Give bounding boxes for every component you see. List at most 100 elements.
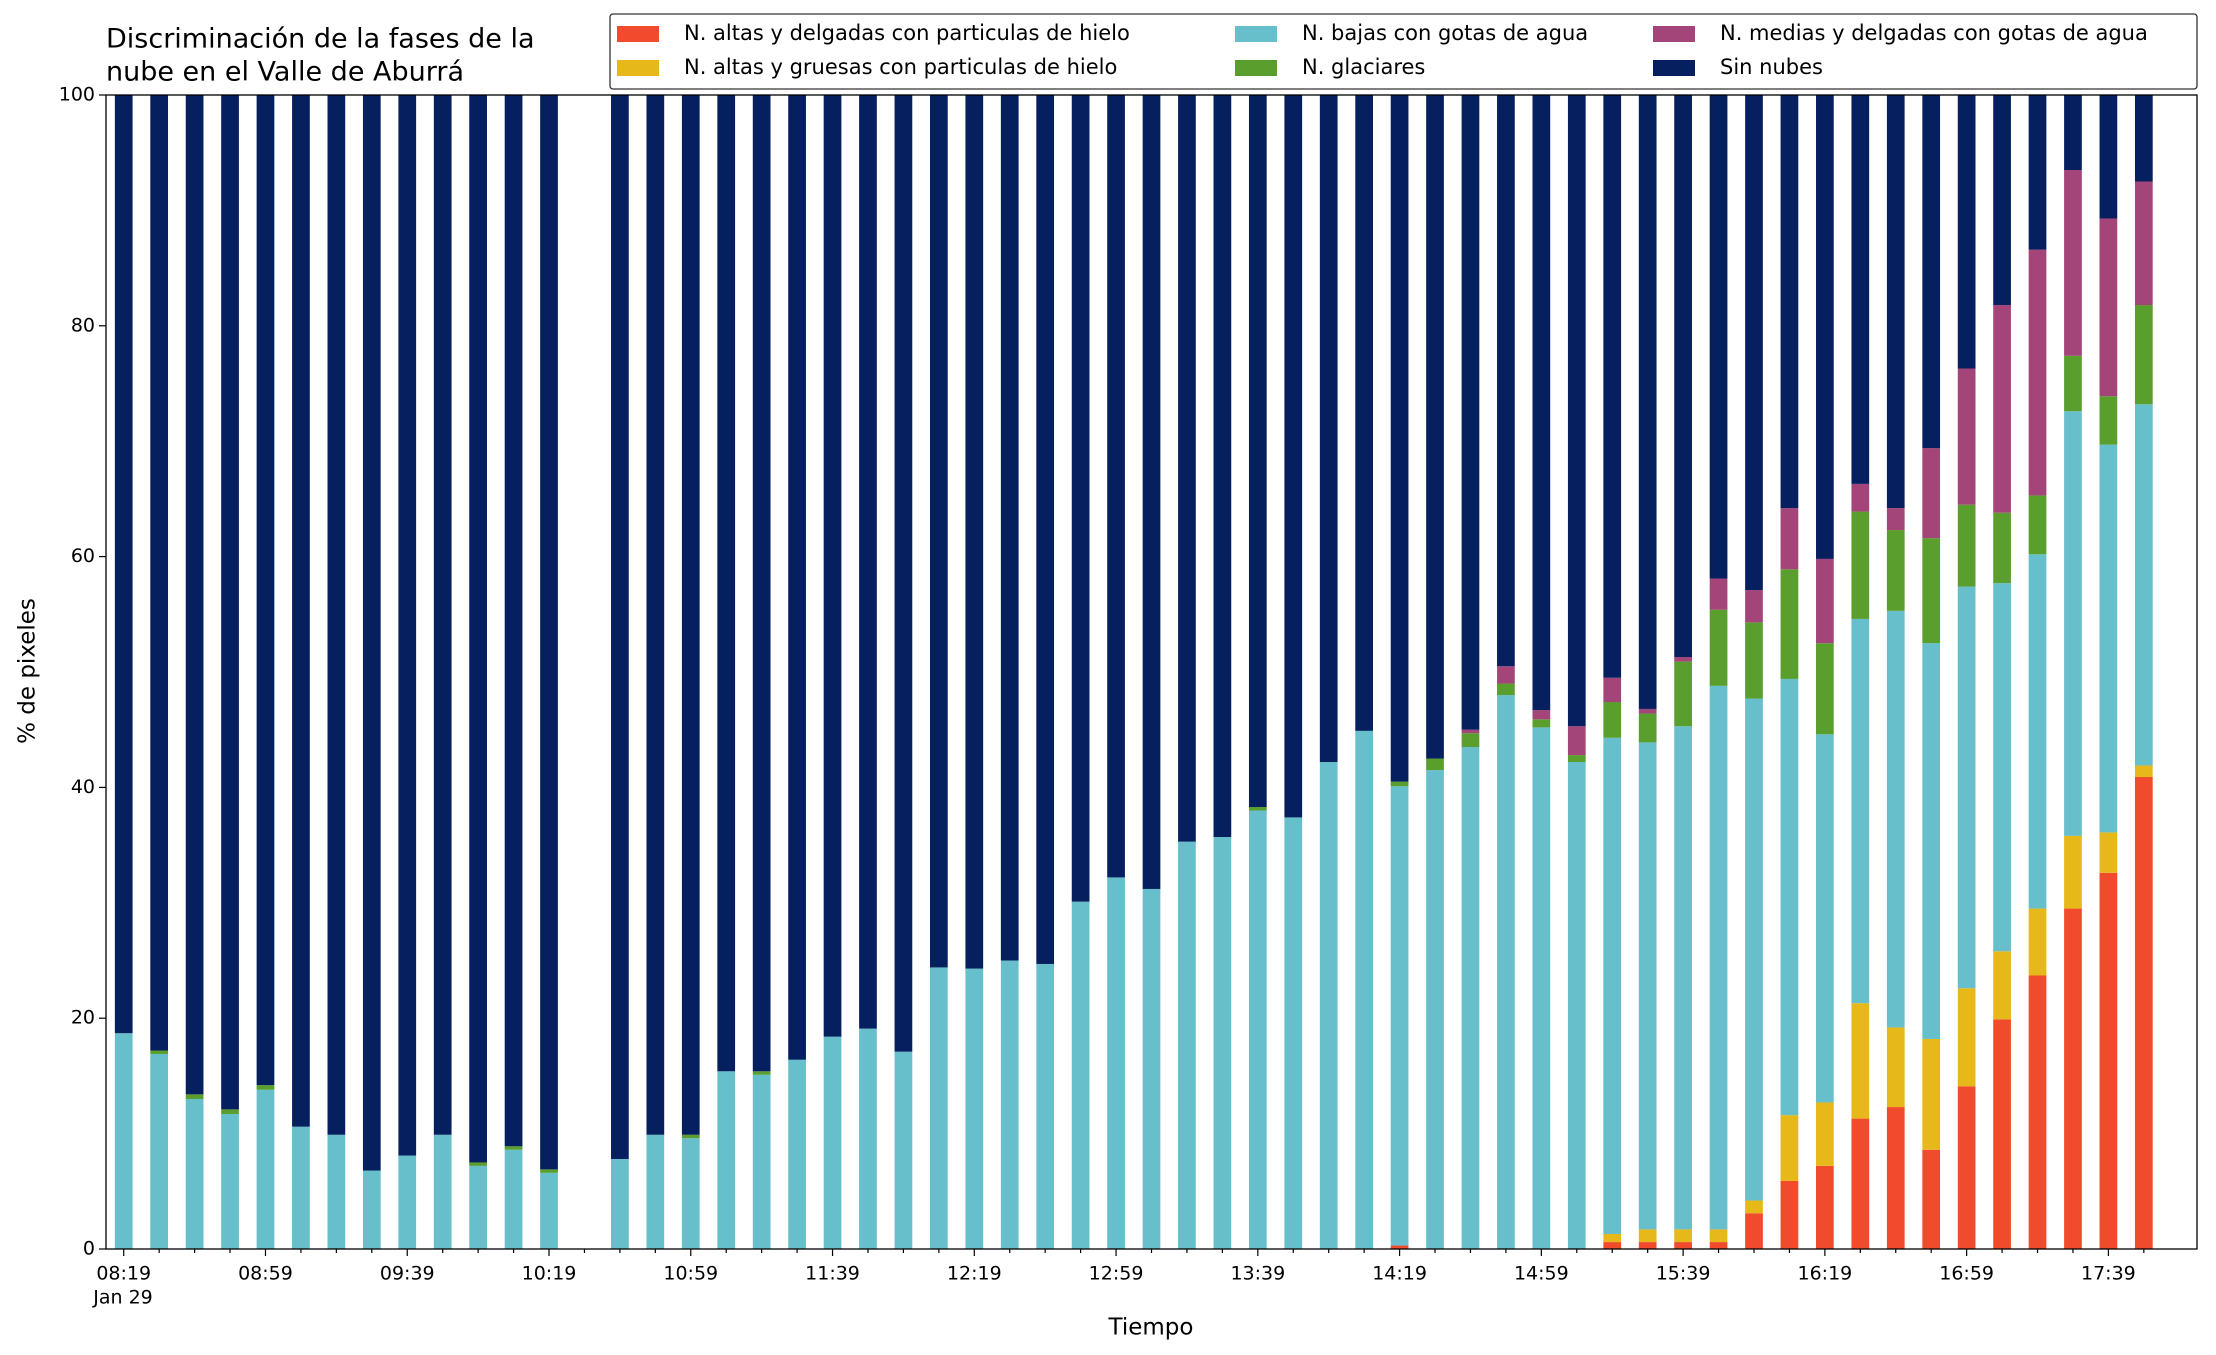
bar-segment — [1142, 95, 1161, 889]
bar-segment — [1886, 1107, 1905, 1249]
bar-segment — [2099, 396, 2118, 445]
bar-segment — [469, 1162, 487, 1166]
bar-segment — [1603, 737, 1622, 1234]
bar-segment — [1780, 95, 1799, 509]
bar-segment — [1851, 95, 1870, 484]
bar-segment — [1957, 95, 1976, 369]
bar-segment — [1851, 483, 1870, 512]
bar-segment — [1674, 656, 1692, 662]
bar-segment — [1638, 713, 1657, 743]
bar-segment — [1603, 95, 1622, 678]
bar-segment — [221, 1113, 239, 1249]
bar-segment — [1461, 95, 1480, 730]
x-tick-label: 16:19 — [1797, 1263, 1852, 1285]
bar-segment — [469, 95, 487, 1163]
legend-swatch — [1653, 60, 1695, 76]
bar-segment — [2064, 95, 2082, 171]
bar-segment — [1284, 95, 1303, 818]
bar-segment — [2064, 411, 2082, 836]
bar-segment — [1851, 1003, 1870, 1119]
bar-segment — [292, 1126, 310, 1249]
bar-segment — [1957, 504, 1976, 587]
bar-segment — [1248, 95, 1267, 808]
bar-segment — [1993, 305, 2011, 513]
bar-segment — [1780, 569, 1799, 679]
bar-segment — [1142, 888, 1161, 1249]
bar-segment — [1036, 963, 1055, 1249]
bar-segment — [221, 95, 239, 1110]
bar-segment — [1745, 590, 1763, 623]
legend: N. altas y delgadas con particulas de hi… — [609, 13, 2198, 90]
x-tick-label: 17:39 — [2081, 1263, 2136, 1285]
bar-segment — [1745, 698, 1763, 1201]
bar-segment — [1390, 95, 1409, 782]
bar-segment — [1674, 726, 1692, 1230]
bar-segment — [1567, 762, 1586, 1249]
bar-segment — [611, 95, 629, 1159]
bar-segment — [433, 95, 452, 1135]
bar-segment — [1816, 643, 1834, 735]
bar-segment — [2028, 908, 2047, 976]
bar-segment — [717, 95, 736, 1072]
bar-segment — [1922, 95, 1941, 449]
x-tick-label: 10:19 — [522, 1263, 577, 1285]
bar-segment — [1709, 1242, 1728, 1249]
legend-swatch — [617, 26, 659, 42]
bar-segment — [114, 95, 133, 1034]
bar-segment — [1567, 726, 1586, 756]
bar-segment — [1780, 1180, 1799, 1249]
bar-segment — [1603, 677, 1622, 703]
x-tick-label: 08:59 — [238, 1263, 293, 1285]
bar-segment — [2099, 95, 2118, 219]
bar-segment — [1709, 95, 1728, 579]
bar-segment — [1532, 710, 1551, 720]
bar-segment — [2064, 355, 2082, 412]
bar-segment — [504, 1149, 523, 1249]
bar-segment — [1603, 1242, 1622, 1249]
bar-segment — [1213, 837, 1232, 1249]
bar-segment — [2134, 305, 2153, 405]
x-tick-label: 09:39 — [380, 1263, 435, 1285]
bar-segment — [2064, 170, 2082, 356]
bar-segment — [965, 968, 984, 1249]
bar-segment — [185, 95, 204, 1095]
bar-segment — [1497, 95, 1515, 667]
bar-segment — [504, 1146, 523, 1150]
y-tick-label: 60 — [71, 545, 95, 567]
bar-segment — [752, 1071, 771, 1075]
bar-segment — [540, 1169, 558, 1173]
bar-segment — [433, 1134, 452, 1249]
bar-segment — [540, 95, 558, 1170]
bar-segment — [2064, 908, 2082, 1249]
bar-segment — [1638, 708, 1657, 714]
bar-segment — [823, 1036, 842, 1249]
bar-segment — [2134, 765, 2153, 778]
bar-segment — [1532, 719, 1551, 728]
bar-segment — [965, 95, 984, 969]
bar-segment — [1000, 960, 1019, 1249]
bar-segment — [1922, 448, 1941, 539]
bar-segment — [1390, 1245, 1409, 1249]
bar-segment — [1213, 95, 1232, 838]
bar-segment — [1851, 511, 1870, 619]
bar-segment — [1532, 95, 1551, 711]
x-tick-label: 16:59 — [1939, 1263, 1994, 1285]
bar-segment — [256, 1089, 275, 1249]
bar-segment — [1638, 742, 1657, 1230]
bar-segment — [2028, 249, 2047, 496]
bar-segment — [717, 1071, 736, 1249]
bar-segment — [788, 95, 806, 1060]
bar-segment — [1780, 678, 1799, 1116]
bar-segment — [1567, 95, 1586, 727]
bar-segment — [1957, 368, 1976, 505]
bar-segment — [1922, 1038, 1941, 1150]
bar-segment — [1709, 685, 1728, 1230]
bar-segment — [646, 1134, 665, 1249]
bar-segment — [1709, 578, 1728, 610]
bar-segment — [1709, 609, 1728, 686]
bar-segment — [1816, 734, 1834, 1103]
y-tick-label: 20 — [71, 1007, 95, 1029]
bar-segment — [1071, 901, 1090, 1249]
bar-segment — [894, 95, 913, 1052]
bar-segment — [681, 95, 700, 1135]
